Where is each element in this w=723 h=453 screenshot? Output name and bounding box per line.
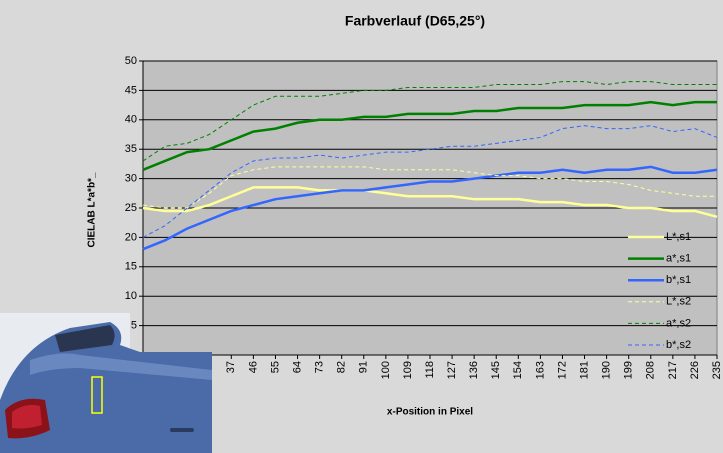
x-tick-label: 73 [314, 361, 326, 373]
legend-label: b*,s2 [666, 339, 691, 351]
x-tick-label: 100 [380, 361, 392, 379]
x-tick-label: 64 [291, 361, 303, 373]
y-tick-label: 35 [125, 143, 137, 155]
page: {"chart_data": {"type": "line", "title":… [0, 0, 723, 453]
y-tick-label: 10 [125, 290, 137, 302]
x-tick-label: 46 [247, 361, 259, 373]
x-tick-label: 82 [336, 361, 348, 373]
x-tick-label: 55 [269, 361, 281, 373]
chart: 0510152025303540455011019283746556473829… [0, 0, 723, 453]
y-tick-label: 25 [125, 202, 137, 214]
x-tick-label: 145 [490, 361, 502, 379]
y-tick-label: 45 [125, 84, 137, 96]
x-tick-label: 118 [424, 361, 436, 379]
x-tick-label: 235 [711, 361, 723, 379]
y-tick-label: 30 [125, 173, 137, 185]
x-axis-title: x-Position in Pixel [387, 407, 473, 418]
x-tick-label: 172 [556, 361, 568, 379]
x-tick-label: 208 [645, 361, 657, 379]
plot-area: 0510152025303540455011019283746556473829… [125, 55, 723, 379]
x-tick-label: 226 [689, 361, 701, 379]
legend-label: L*,s2 [666, 296, 691, 308]
y-tick-label: 5 [131, 320, 137, 332]
legend-label: L*,s1 [666, 231, 691, 243]
x-tick-label: 127 [446, 361, 458, 379]
y-axis-title: CIELAB L*a*b*_ [87, 172, 98, 247]
x-tick-label: 163 [534, 361, 546, 379]
legend-label: a*,s1 [666, 253, 691, 265]
x-tick-label: 217 [667, 361, 679, 379]
x-tick-label: 37 [225, 361, 237, 373]
y-tick-label: 15 [125, 261, 137, 273]
y-tick-label: 50 [125, 55, 137, 67]
x-tick-label: 91 [358, 361, 370, 373]
legend-label: a*,s2 [666, 317, 691, 329]
x-tick-label: 109 [402, 361, 414, 379]
y-tick-label: 20 [125, 231, 137, 243]
chart-title: Farbverlauf (D65,25°) [345, 13, 485, 29]
y-tick-label: 40 [125, 114, 137, 126]
x-tick-label: 181 [578, 361, 590, 379]
legend-label: b*,s1 [666, 274, 691, 286]
x-tick-label: 190 [601, 361, 613, 379]
x-tick-label: 199 [623, 361, 635, 379]
x-tick-label: 154 [512, 361, 524, 379]
x-tick-label: 136 [468, 361, 480, 379]
